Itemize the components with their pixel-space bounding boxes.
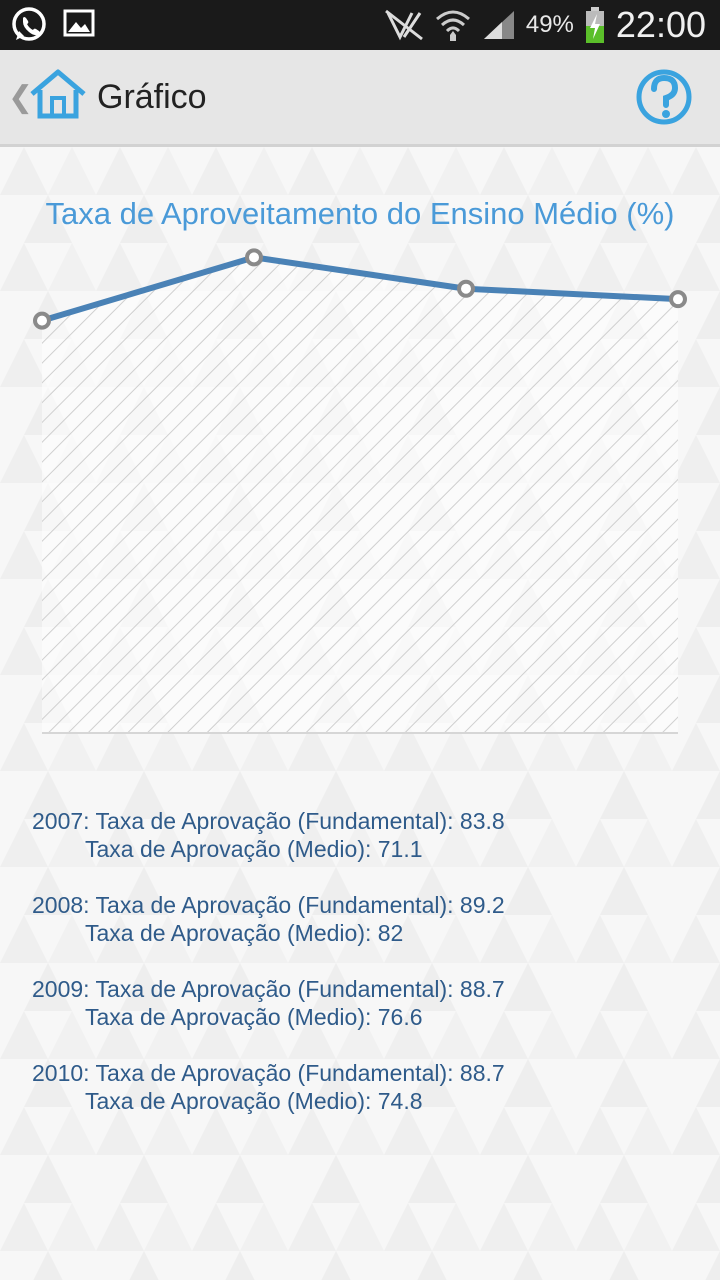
series-line bbox=[41, 254, 679, 324]
line-chart bbox=[33, 248, 687, 734]
chart-title: Taxa de Aproveitamento do Ensino Médio (… bbox=[45, 196, 675, 231]
data-point-2009[interactable] bbox=[457, 279, 475, 298]
legend-item: 2010: Taxa de Aprovação (Fundamental): 8… bbox=[32, 1059, 505, 1115]
legend-item: 2008: Taxa de Aprovação (Fundamental): 8… bbox=[32, 891, 505, 947]
legend-item: 2009: Taxa de Aprovação (Fundamental): 8… bbox=[32, 975, 505, 1031]
legend-medio-label: Taxa de Aprovação (Medio): 76.6 bbox=[85, 1004, 423, 1030]
chart-screen: Taxa de Aproveitamento do Ensino Médio (… bbox=[0, 147, 720, 1280]
gallery-icon bbox=[63, 9, 95, 37]
legend-medio-label: Taxa de Aprovação (Medio): 74.8 bbox=[85, 1088, 423, 1114]
page-title: Gráfico bbox=[97, 78, 207, 116]
wifi-icon bbox=[435, 10, 470, 41]
legend-item: 2007: Taxa de Aprovação (Fundamental): 8… bbox=[32, 807, 505, 863]
legend-year-label: 2009: Taxa de Aprovação (Fundamental): 8… bbox=[32, 976, 505, 1002]
chart-legend: 2007: Taxa de Aprovação (Fundamental): 8… bbox=[32, 807, 505, 1143]
legend-medio-label: Taxa de Aprovação (Medio): 71.1 bbox=[85, 836, 423, 862]
home-icon[interactable] bbox=[28, 68, 88, 120]
status-bar: 49% 22:00 bbox=[0, 0, 720, 50]
legend-year-label: 2010: Taxa de Aprovação (Fundamental): 8… bbox=[32, 1060, 505, 1086]
no-signal-icon bbox=[384, 9, 423, 41]
battery-percent: 49% bbox=[525, 11, 574, 38]
chart-area bbox=[42, 257, 678, 733]
legend-year-label: 2008: Taxa de Aprovação (Fundamental): 8… bbox=[32, 892, 505, 918]
clock: 22:00 bbox=[615, 4, 706, 45]
chevron-left-icon[interactable]: ❮ bbox=[8, 81, 34, 114]
battery-charging-icon bbox=[585, 7, 604, 43]
data-point-2008[interactable] bbox=[245, 248, 263, 267]
data-point-2007[interactable] bbox=[33, 311, 51, 330]
signal-icon bbox=[483, 11, 514, 39]
help-icon[interactable] bbox=[634, 67, 694, 127]
whatsapp-icon bbox=[12, 7, 46, 41]
legend-year-label: 2007: Taxa de Aprovação (Fundamental): 8… bbox=[32, 808, 505, 834]
legend-medio-label: Taxa de Aprovação (Medio): 82 bbox=[85, 920, 404, 946]
action-bar: ❮ Gráfico bbox=[0, 50, 720, 147]
data-point-2010[interactable] bbox=[669, 290, 687, 309]
